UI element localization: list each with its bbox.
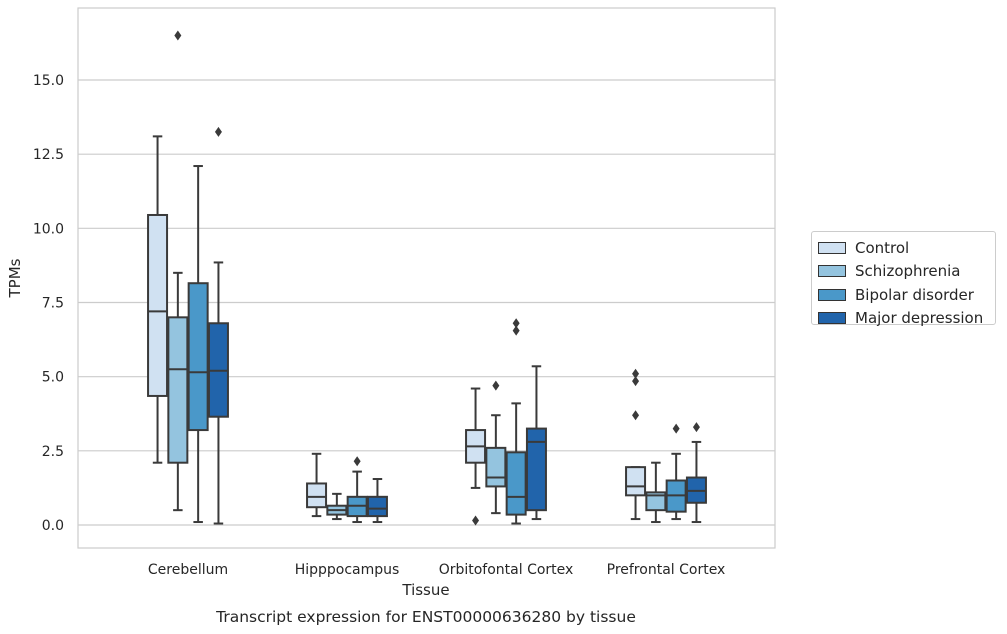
- box-iqr: [167, 316, 189, 464]
- y-tick-label: 12.5: [33, 147, 64, 163]
- y-tick-label: 5.0: [42, 370, 64, 386]
- chart-title: Transcript expression for ENST0000063628…: [215, 608, 636, 626]
- plot-area-frame: [77, 7, 776, 549]
- y-tick-label: 0.0: [42, 518, 64, 534]
- box-bipolar-disorder-cerebellum: [187, 165, 209, 524]
- y-tick-label: 2.5: [42, 444, 64, 460]
- legend-label: Schizophrenia: [855, 262, 961, 281]
- box-iqr: [505, 451, 527, 516]
- x-tick-label: Hipppocampus: [295, 562, 400, 578]
- outlier-point: [632, 376, 640, 387]
- outlier-point: [353, 456, 361, 467]
- y-axis-label: TPMs: [6, 258, 24, 298]
- y-tick-labels: 0.0 2.5 5.0 7.5 10.0 12.5 15.0: [33, 73, 64, 534]
- box-bipolar-disorder-orbitofontal-cortex: [505, 318, 527, 525]
- box-bipolar-disorder-hipppocampus: [346, 456, 368, 524]
- box-iqr: [625, 466, 647, 497]
- outlier-point: [214, 126, 222, 137]
- legend-swatch: [818, 265, 846, 278]
- box-major-depression-hipppocampus: [366, 478, 388, 524]
- box-iqr: [366, 495, 388, 518]
- x-tick-labels: Cerebellum Hipppocampus Orbitofontal Corte…: [148, 562, 725, 578]
- box-major-depression-orbitofontal-cortex: [525, 365, 547, 521]
- outlier-point: [174, 30, 182, 41]
- legend-item: Bipolar disorder: [818, 283, 995, 307]
- legend: Control Schizophrenia Bipolar disorder Majo…: [811, 231, 996, 327]
- legend-label: Bipolar disorder: [855, 285, 974, 304]
- x-tick-label: Orbitofontal Cortex: [439, 562, 574, 578]
- box-control-cerebellum: [147, 135, 169, 464]
- box-iqr: [485, 446, 507, 488]
- outlier-point: [492, 380, 500, 391]
- outlier-point: [632, 368, 640, 379]
- legend-label: Control: [855, 238, 910, 257]
- box-iqr: [187, 282, 209, 432]
- legend-label: Major depression: [855, 309, 984, 328]
- box-iqr: [306, 482, 328, 509]
- legend-swatch: [818, 288, 846, 301]
- box-control-prefrontal-cortex: [625, 368, 647, 521]
- outlier-point: [512, 318, 520, 329]
- outlier-point: [512, 325, 520, 336]
- x-tick-label: Prefrontal Cortex: [607, 562, 726, 578]
- legend-item: Major depression: [818, 307, 995, 331]
- box-iqr: [525, 427, 547, 512]
- outlier-point: [632, 410, 640, 421]
- x-axis-label: Tissue: [401, 581, 449, 599]
- box-major-depression-prefrontal-cortex: [685, 422, 707, 524]
- box-control-hipppocampus: [306, 452, 328, 518]
- box-groups: [147, 30, 707, 526]
- box-schizophrenia-cerebellum: [167, 30, 189, 512]
- box-iqr: [645, 491, 667, 512]
- y-tick-label: 10.0: [33, 221, 64, 237]
- box-bipolar-disorder-prefrontal-cortex: [665, 423, 687, 521]
- outlier-point: [672, 423, 680, 434]
- box-major-depression-cerebellum: [207, 126, 229, 525]
- y-tick-label: 7.5: [42, 296, 64, 312]
- legend-item: Schizophrenia: [818, 260, 995, 284]
- legend-swatch: [818, 312, 846, 325]
- box-schizophrenia-prefrontal-cortex: [645, 461, 667, 524]
- box-iqr: [147, 213, 169, 397]
- legend-swatch: [818, 241, 846, 254]
- box-schizophrenia-hipppocampus: [326, 492, 348, 521]
- outlier-point: [692, 422, 700, 433]
- box-schizophrenia-orbitofontal-cortex: [485, 380, 507, 515]
- outlier-point: [472, 515, 480, 526]
- box-control-orbitofontal-cortex: [465, 387, 487, 526]
- y-tick-label: 15.0: [33, 73, 64, 89]
- legend-item: Control: [818, 236, 995, 260]
- x-tick-label: Cerebellum: [148, 562, 228, 578]
